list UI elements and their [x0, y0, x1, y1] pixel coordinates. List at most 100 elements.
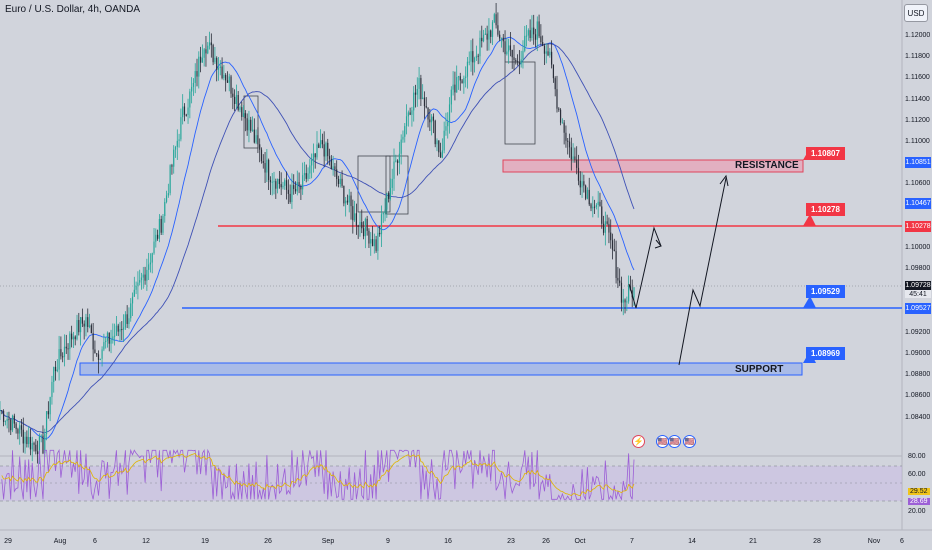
candle — [551, 51, 553, 65]
candle — [380, 214, 383, 235]
candle — [280, 184, 282, 188]
candle — [346, 200, 349, 203]
candle — [260, 149, 263, 162]
candle — [461, 80, 463, 84]
us-flag-icon[interactable]: 🇺🇸 — [683, 435, 696, 448]
candle — [210, 42, 212, 46]
price-axis-label: 1.11000 — [905, 138, 930, 145]
candle — [44, 434, 46, 454]
candle — [357, 225, 359, 227]
candle — [611, 240, 614, 250]
candle — [130, 303, 132, 319]
candle — [13, 415, 15, 424]
candle — [472, 51, 474, 63]
candle — [108, 332, 110, 344]
price-axis-label: 1.10000 — [905, 244, 931, 251]
candle — [373, 239, 375, 247]
candle — [151, 253, 153, 263]
candle — [142, 274, 144, 278]
candle — [337, 179, 340, 184]
candle — [176, 140, 178, 147]
candle — [497, 25, 499, 35]
callout-resistance[interactable]: 1.10807 — [806, 147, 845, 160]
candle — [384, 209, 386, 214]
candle — [543, 45, 546, 54]
candle — [402, 136, 404, 140]
candle — [482, 34, 485, 42]
candle — [133, 289, 135, 297]
candle — [20, 425, 23, 430]
candle — [628, 285, 630, 302]
candle — [427, 107, 429, 120]
callout-pointer — [803, 214, 816, 226]
lightning-icon[interactable]: ⚡ — [632, 435, 645, 448]
candle — [180, 117, 182, 140]
candle — [558, 108, 560, 110]
candle — [368, 230, 370, 244]
candle — [24, 436, 26, 444]
candle — [463, 77, 465, 84]
us-flag-icon[interactable]: 🇺🇸 — [668, 435, 681, 448]
candle — [359, 222, 361, 227]
price-axis-label: 1.11600 — [905, 74, 930, 82]
candle — [509, 45, 512, 50]
candle — [364, 218, 366, 237]
candle — [285, 180, 288, 190]
currency-button[interactable]: USD — [904, 4, 928, 22]
candle — [622, 299, 624, 303]
callout-mid-support[interactable]: 1.09529 — [806, 285, 845, 298]
callout-mid-resistance[interactable]: 1.10278 — [806, 203, 845, 216]
date-axis-label: Oct — [574, 538, 586, 545]
candle — [529, 30, 531, 38]
candle — [610, 232, 612, 241]
candle — [250, 119, 252, 131]
candle — [174, 146, 177, 150]
candle — [305, 173, 307, 179]
candle — [187, 107, 189, 115]
candle — [361, 222, 363, 229]
candle — [219, 66, 221, 68]
callout-support[interactable]: 1.08969 — [806, 347, 845, 360]
candle — [54, 366, 57, 372]
candle — [422, 97, 424, 100]
candle — [474, 57, 476, 63]
resistance-label: RESISTANCE — [735, 160, 799, 171]
price-axis-label: 1.11200 — [905, 116, 930, 124]
candle — [565, 132, 567, 141]
candle — [282, 185, 284, 188]
candle — [0, 410, 1, 412]
date-axis-label: 6 — [93, 538, 97, 545]
candle — [11, 415, 14, 431]
candle — [81, 317, 83, 324]
candle — [230, 76, 232, 94]
candle — [613, 249, 615, 252]
candle — [85, 317, 87, 327]
candle — [570, 147, 572, 160]
candle — [448, 104, 451, 123]
candle — [479, 37, 481, 57]
candle — [194, 71, 196, 83]
candle — [19, 425, 21, 434]
candle — [146, 269, 148, 281]
candle — [153, 241, 155, 254]
candle — [189, 91, 191, 108]
candle — [391, 178, 393, 188]
candle — [316, 144, 318, 158]
axis-tag-level-3: 1.10278 — [905, 221, 931, 232]
candle — [79, 317, 82, 333]
candle — [593, 206, 596, 208]
candle — [203, 49, 205, 58]
candle — [235, 95, 238, 105]
candle — [212, 45, 214, 63]
candle — [232, 93, 234, 97]
candle — [155, 234, 157, 242]
candle — [354, 213, 356, 221]
candle — [486, 33, 488, 40]
candle — [577, 167, 580, 181]
candle — [278, 178, 280, 185]
candle — [293, 185, 295, 190]
candle — [434, 120, 436, 145]
candle — [395, 160, 397, 162]
candle — [332, 166, 334, 169]
